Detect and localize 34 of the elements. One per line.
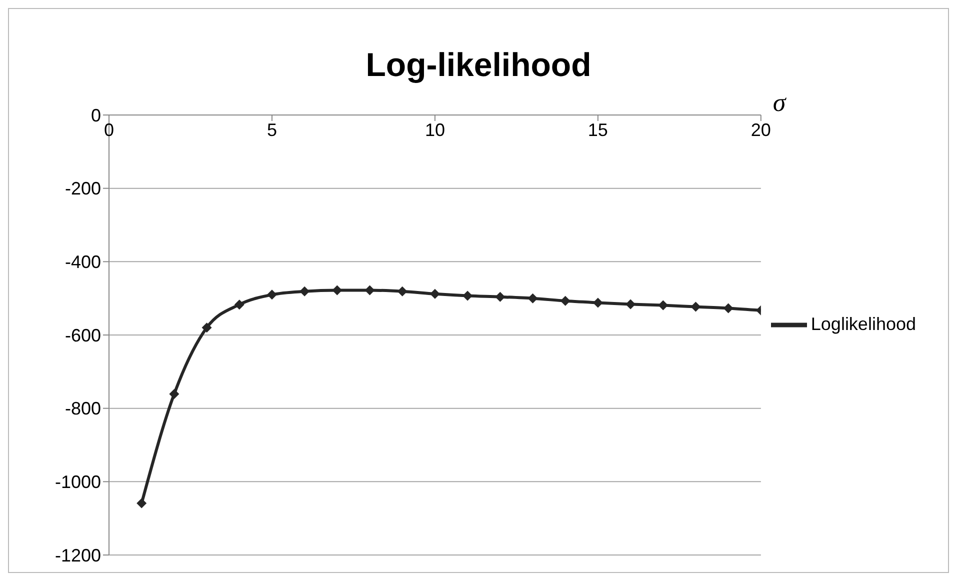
point: [234, 300, 244, 310]
x-tick-label: 0: [104, 120, 114, 140]
y-tick-label: -800: [64, 398, 101, 419]
x-tick-label: 5: [266, 120, 277, 140]
y-tick-label: -400: [64, 252, 101, 272]
chart-title: Log-likelihood: [364, 45, 592, 85]
y-tick-label: -1000: [54, 472, 101, 492]
point: [332, 285, 342, 296]
point: [528, 293, 538, 304]
point: [462, 290, 473, 301]
point: [626, 299, 636, 310]
point: [690, 302, 701, 312]
y-tick-label: -600: [64, 325, 101, 346]
point: [397, 286, 408, 296]
x-tick-label: 15: [588, 120, 608, 140]
x-tick-label: 10: [424, 120, 445, 140]
point: [430, 288, 440, 299]
y-tick-label: 0: [90, 105, 101, 126]
point: [495, 292, 506, 302]
legend-label: Loglikelihood: [810, 314, 916, 334]
point: [592, 298, 603, 308]
point: [266, 290, 277, 300]
point: [560, 296, 570, 306]
x-tick-label: 20: [750, 120, 771, 140]
y-tick-label: -200: [64, 178, 101, 199]
point: [169, 389, 180, 400]
point: [202, 322, 212, 333]
point: [136, 498, 147, 508]
point: [364, 285, 375, 296]
point: [723, 303, 734, 314]
x-axis-title: σ: [772, 88, 787, 117]
point: [658, 300, 668, 310]
y-tick-label: -1200: [54, 545, 101, 566]
point: [300, 286, 310, 296]
